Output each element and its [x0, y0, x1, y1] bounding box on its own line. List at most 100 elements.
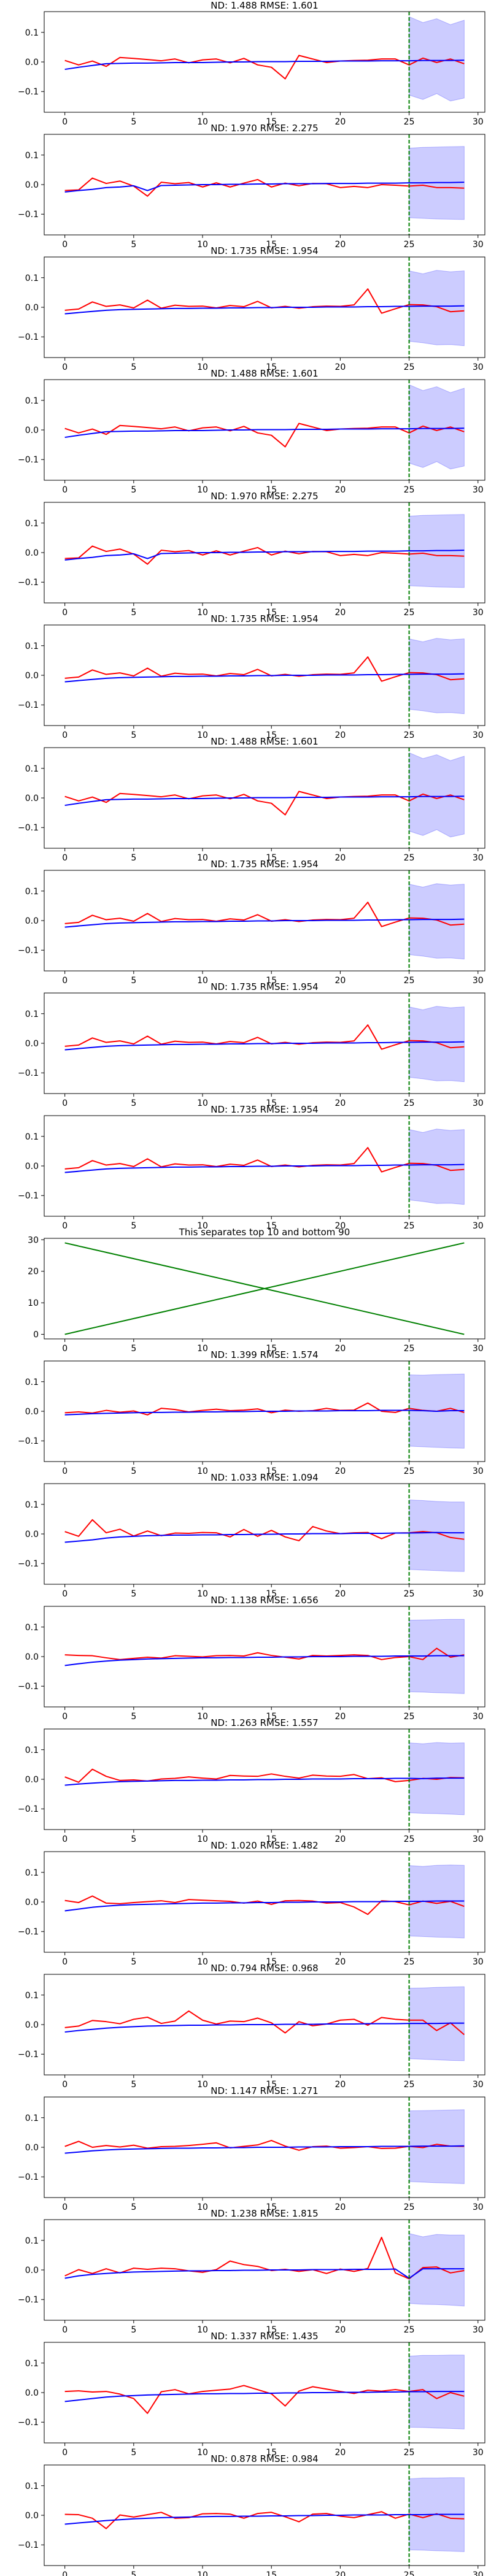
subplot-title: ND: 1.735 RMSE: 1.954 — [211, 613, 318, 624]
series-line-2 — [64, 2268, 465, 2279]
series-line-2 — [64, 427, 465, 439]
x-tick-label: 10 — [197, 362, 208, 372]
forecast-band — [409, 1006, 465, 1083]
y-tick-label: 0.1 — [25, 519, 39, 529]
x-tick-label: 10 — [197, 730, 208, 740]
x-tick-label: 15 — [266, 2570, 277, 2576]
series-line-1 — [64, 2139, 465, 2151]
x-tick-label: 25 — [404, 1344, 415, 1354]
x-tick-label: 0 — [62, 2202, 68, 2212]
x-tick-label: 30 — [473, 2448, 484, 2458]
x-tick-label: 15 — [266, 1098, 277, 1108]
subplot-16: ND: 1.020 RMSE: 1.482 0 5 10 15 20 25 30 −0.1 0.0… — [18, 1840, 485, 1967]
x-tick-label: 30 — [473, 362, 484, 372]
x-tick-label: 25 — [404, 1466, 415, 1476]
x-tick-label: 0 — [62, 1466, 68, 1476]
forecast-band — [409, 2233, 465, 2307]
series-line-2 — [64, 2391, 465, 2402]
x-tick-label: 10 — [197, 1957, 208, 1967]
x-tick-label: 30 — [473, 2325, 484, 2335]
x-tick-label: 0 — [62, 2448, 68, 2458]
series-line-1 — [64, 2385, 465, 2414]
x-tick-label: 20 — [334, 2080, 346, 2090]
y-tick-label: 0.1 — [25, 642, 39, 651]
y-tick-label: 0.1 — [25, 764, 39, 774]
y-tick-label: 0.1 — [25, 1378, 39, 1387]
y-tick-label: 20 — [28, 1267, 39, 1277]
x-tick-label: 5 — [131, 2325, 136, 2335]
x-tick-label: 30 — [473, 730, 484, 740]
subplot-18: ND: 1.147 RMSE: 1.271 0 5 10 15 20 25 30 −0.1 0.0… — [18, 2085, 485, 2212]
y-tick-label: 0.1 — [25, 396, 39, 406]
subplot-title: ND: 1.147 RMSE: 1.271 — [211, 2085, 318, 2096]
x-tick-label: 20 — [334, 2202, 346, 2212]
x-tick-label: 25 — [404, 117, 415, 127]
y-tick-label: −0.1 — [18, 1436, 39, 1446]
x-tick-label: 5 — [131, 853, 136, 863]
forecast-band — [409, 638, 465, 715]
x-tick-label: 5 — [131, 2202, 136, 2212]
x-tick-label: 0 — [62, 1344, 68, 1354]
series-line-2 — [64, 182, 465, 193]
subplot-title: ND: 1.488 RMSE: 1.601 — [211, 736, 318, 747]
x-tick-label: 30 — [473, 2202, 484, 2212]
x-tick-label: 5 — [131, 976, 136, 986]
x-tick-label: 5 — [131, 485, 136, 495]
forecast-band — [409, 883, 465, 960]
x-tick-label: 20 — [334, 730, 346, 740]
y-tick-label: −0.1 — [18, 1068, 39, 1078]
y-tick-label: 0.1 — [25, 1132, 39, 1142]
series-line-2 — [64, 673, 465, 683]
x-tick-label: 15 — [266, 240, 277, 250]
subplot-17: ND: 0.794 RMSE: 0.968 0 5 10 15 20 25 30 −0.1 0.0… — [18, 1963, 485, 2090]
x-tick-label: 25 — [404, 2570, 415, 2576]
forecast-band — [409, 384, 465, 470]
x-tick-label: 25 — [404, 853, 415, 863]
series-line-1 — [64, 1024, 465, 1050]
x-tick-label: 20 — [334, 2570, 346, 2576]
series-line-2 — [64, 550, 465, 561]
series-line-2 — [64, 2145, 465, 2154]
series-line-1 — [64, 423, 465, 448]
x-tick-label: 10 — [197, 1221, 208, 1231]
series-line-1 — [64, 656, 465, 682]
x-tick-label: 20 — [334, 1221, 346, 1231]
y-tick-label: −0.1 — [18, 1559, 39, 1569]
x-tick-label: 10 — [197, 1834, 208, 1844]
x-tick-label: 0 — [62, 240, 68, 250]
x-tick-label: 10 — [197, 1589, 208, 1599]
subplot-12: ND: 1.399 RMSE: 1.574 0 5 10 15 20 25 30 −0.1 0.0… — [18, 1349, 485, 1476]
series-line-1 — [64, 2511, 465, 2529]
subplot-20: ND: 1.337 RMSE: 1.435 0 5 10 15 20 25 30 −0.1 0.0… — [18, 2331, 485, 2458]
subplot-2: ND: 1.970 RMSE: 2.275 0 5 10 15 20 25 30 −0.1 0.0… — [18, 123, 485, 250]
x-tick-label: 30 — [473, 240, 484, 250]
x-tick-label: 0 — [62, 2570, 68, 2576]
subplot-4: ND: 1.488 RMSE: 1.601 0 5 10 15 20 25 30 −0.1 0.0… — [18, 368, 485, 495]
x-tick-label: 25 — [404, 2448, 415, 2458]
y-tick-label: 30 — [28, 1235, 39, 1245]
x-tick-label: 25 — [404, 2080, 415, 2090]
series-line-1 — [64, 288, 465, 314]
y-tick-label: 0.0 — [25, 1898, 39, 1907]
y-tick-label: −0.1 — [18, 2295, 39, 2305]
x-tick-label: 10 — [197, 2202, 208, 2212]
subplot-title: ND: 1.970 RMSE: 2.275 — [211, 123, 318, 134]
x-tick-label: 25 — [404, 1221, 415, 1231]
x-tick-label: 25 — [404, 485, 415, 495]
y-tick-label: 0.0 — [25, 916, 39, 926]
y-tick-label: 0.1 — [25, 1868, 39, 1878]
x-tick-label: 0 — [62, 1834, 68, 1844]
subplot-title: ND: 1.735 RMSE: 1.954 — [211, 245, 318, 256]
x-tick-label: 0 — [62, 485, 68, 495]
y-tick-label: 0.1 — [25, 2359, 39, 2369]
subplot-title: ND: 1.020 RMSE: 1.482 — [211, 1840, 318, 1851]
subplot-13: ND: 1.033 RMSE: 1.094 0 5 10 15 20 25 30 −0.1 0.0… — [18, 1472, 485, 1599]
subplot-title: ND: 1.138 RMSE: 1.656 — [211, 1595, 318, 1606]
y-tick-label: 0.0 — [25, 548, 39, 558]
subplot-19: ND: 1.238 RMSE: 1.815 0 5 10 15 20 25 30 −0.1 0.0… — [18, 2208, 485, 2335]
x-tick-label: 20 — [334, 485, 346, 495]
subplot-title: ND: 1.399 RMSE: 1.574 — [211, 1349, 318, 1360]
x-tick-label: 30 — [473, 1098, 484, 1108]
x-tick-label: 5 — [131, 2080, 136, 2090]
